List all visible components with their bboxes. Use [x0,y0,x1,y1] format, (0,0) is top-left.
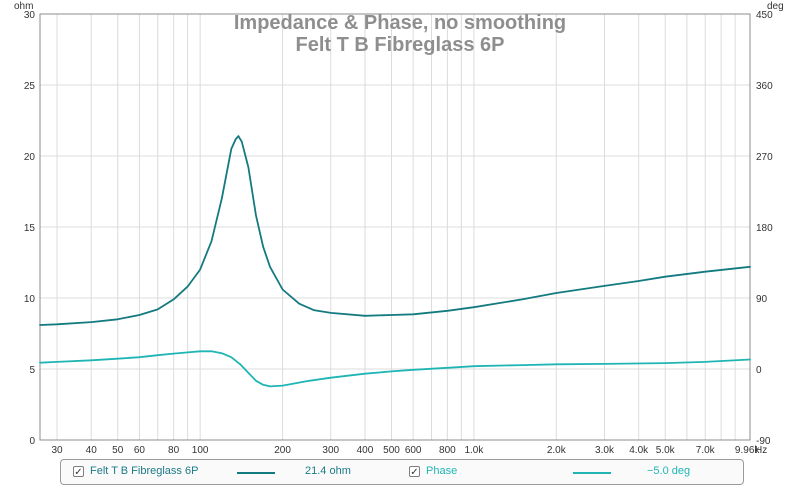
x-tick-label: 100 [192,445,209,456]
phase-series-line [39,350,751,388]
x-tick-label: 5.0k [656,445,676,456]
y-right-tick-label: -90 [756,436,771,447]
x-tick-label: 600 [405,445,422,456]
x-tick-label: 80 [168,445,180,456]
y-left-tick-label: 0 [29,436,35,447]
y-left-tick-label: 15 [24,223,36,234]
x-tick-label: 3.0k [595,445,615,456]
x-tick-label: 400 [357,445,374,456]
x-tick-label: 500 [383,445,400,456]
y-right-tick-label: 450 [756,10,773,21]
tick-labels: 30 40 50 60 80 100 200 300 400 500 600 800 1.0k 2.0k 3… [24,10,773,456]
y-left-tick-label: 10 [24,294,36,305]
x-tick-label: 30 [51,445,63,456]
grid [40,14,750,440]
legend-item-impedance[interactable]: ✓ Felt T B Fibreglass 6P [73,465,199,478]
y-left-tick-label: 5 [29,365,35,376]
impedance-series-line [39,135,751,326]
y-right-tick-label: 90 [756,294,768,305]
x-tick-label: 40 [86,445,98,456]
legend-item-phase[interactable]: ✓ Phase [409,465,458,478]
impedance-cursor-value: 21.4 ohm [305,465,351,477]
phase-cursor-value: −5.0 deg [647,465,691,477]
x-tick-label: 1.0k [464,445,484,456]
y-right-tick-label: 360 [756,81,773,92]
phase-checkbox[interactable]: ✓ [409,465,420,478]
y-right-unit: deg [767,1,784,12]
phase-swatch [573,472,611,474]
y-left-tick-label: 20 [24,152,36,163]
x-tick-label: 800 [439,445,456,456]
x-tick-label: 50 [112,445,124,456]
phase-label: Phase [426,465,458,477]
impedance-swatch [237,472,275,474]
x-axis-unit: Hz [755,445,767,456]
x-tick-label: 7.0k [696,445,716,456]
impedance-checkbox[interactable]: ✓ [73,465,84,478]
plot-frame [39,13,751,441]
x-tick-label: 60 [134,445,146,456]
series-lines [39,135,751,388]
y-right-tick-label: 270 [756,152,773,163]
legend: ✓ Felt T B Fibreglass 6P 21.4 ohm ✓ Phas… [60,459,744,485]
y-left-tick-label: 30 [24,10,36,21]
x-tick-label: 4.0k [629,445,649,456]
x-tick-label: 9.96k [735,445,760,456]
chart-subtitle: Felt T B Fibreglass 6P [296,34,505,56]
y-right-tick-label: 180 [756,223,773,234]
y-left-tick-label: 25 [24,81,36,92]
x-tick-label: 2.0k [547,445,567,456]
chart-title: Impedance & Phase, no smoothing [234,12,566,34]
y-left-unit: ohm [14,1,33,12]
impedance-label: Felt T B Fibreglass 6P [90,465,199,477]
x-tick-label: 200 [274,445,291,456]
y-right-tick-label: 0 [756,365,762,376]
x-tick-label: 300 [322,445,339,456]
